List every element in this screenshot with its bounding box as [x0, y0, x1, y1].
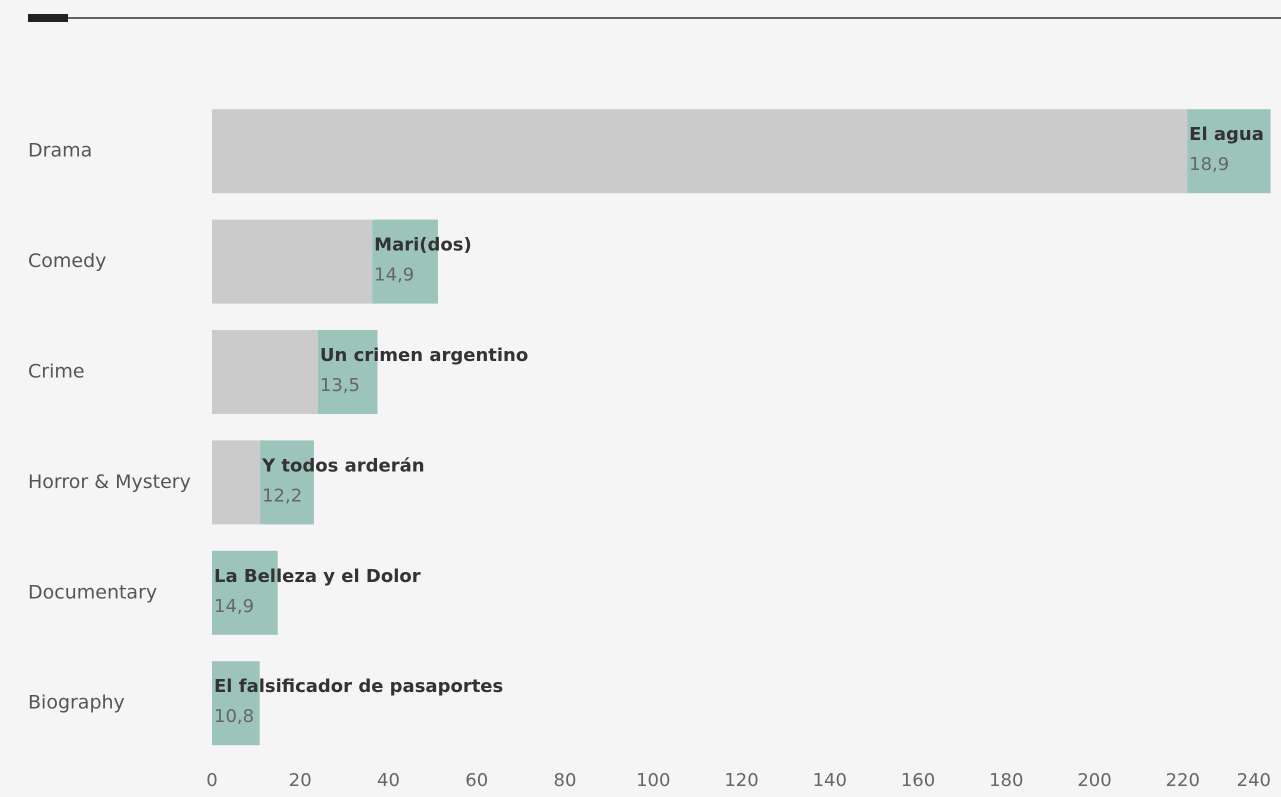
category-label: Drama	[28, 140, 92, 162]
x-tick-label: 0	[206, 770, 217, 791]
x-tick-label: 240	[1237, 770, 1271, 791]
x-tick-label: 140	[813, 770, 847, 791]
x-tick-label: 100	[636, 770, 670, 791]
header-tab	[28, 14, 68, 22]
value-label: 14,9	[374, 265, 414, 286]
x-tick-label: 120	[724, 770, 758, 791]
bar-segment	[212, 440, 261, 525]
x-tick-label: 20	[289, 770, 312, 791]
bar-segment	[260, 440, 314, 525]
film-title: Mari(dos)	[374, 235, 472, 256]
film-title: El falsificador de pasaportes	[214, 676, 503, 697]
category-label: Crime	[28, 361, 85, 383]
category-label: Documentary	[28, 581, 157, 603]
film-title: El agua	[1189, 124, 1264, 145]
bar-segment	[212, 109, 1188, 194]
x-tick-label: 60	[465, 770, 488, 791]
bar-segment	[317, 330, 378, 414]
bar-segment	[212, 550, 278, 635]
category-label: Biography	[28, 692, 125, 714]
bar-segment	[212, 330, 318, 414]
film-title: Un crimen argentino	[320, 345, 528, 366]
bar-segment	[212, 219, 373, 304]
x-tick-label: 80	[554, 770, 577, 791]
bar-segment	[212, 661, 260, 746]
value-label: 14,9	[214, 596, 254, 617]
x-tick-label: 40	[377, 770, 400, 791]
value-label: 13,5	[320, 375, 360, 396]
film-title: La Belleza y el Dolor	[214, 566, 421, 587]
film-title: Y todos arderán	[261, 455, 424, 476]
bar-segment	[1187, 109, 1271, 194]
category-label: Horror & Mystery	[28, 471, 191, 493]
category-label: Comedy	[28, 250, 106, 272]
x-tick-label: 180	[989, 770, 1023, 791]
x-tick-label: 200	[1077, 770, 1111, 791]
bar-segment	[372, 219, 438, 304]
value-label: 18,9	[1189, 154, 1229, 175]
value-label: 12,2	[262, 485, 302, 506]
value-label: 10,8	[214, 706, 254, 727]
x-tick-label: 220	[1166, 770, 1200, 791]
x-tick-label: 160	[901, 770, 935, 791]
